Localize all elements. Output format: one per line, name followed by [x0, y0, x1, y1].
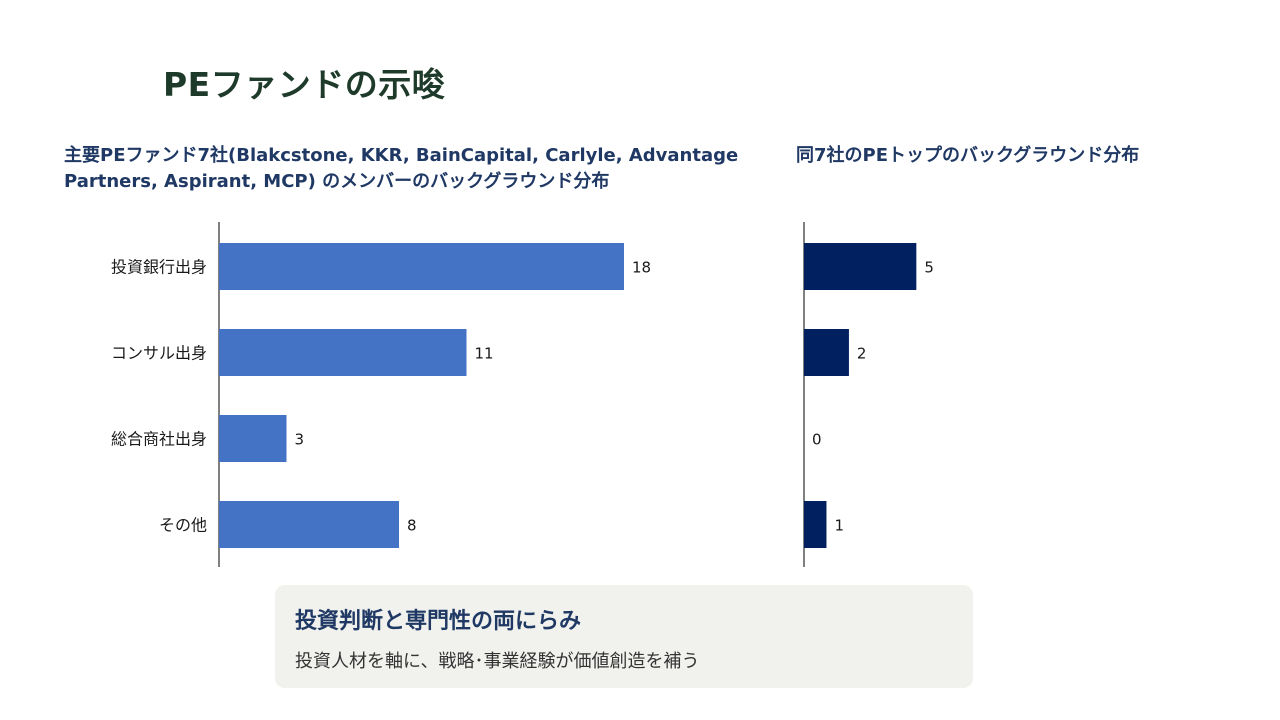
chart-0-category-label: コンサル出身 [111, 344, 207, 363]
callout-heading: 投資判断と専門性の両にらみ [295, 609, 582, 634]
chart-0-data-label: 18 [632, 259, 651, 277]
chart-1-bar [804, 243, 917, 290]
chart-1-bar [804, 329, 849, 376]
chart-0-bar [219, 501, 399, 548]
callout-body: 投資人材を軸に、戦略･事業経験が価値創造を補う [295, 651, 700, 672]
chart-1-data-label: 0 [812, 431, 822, 449]
chart-0-data-label: 3 [295, 431, 305, 449]
chart-1-bar [804, 501, 827, 548]
chart-1-data-label: 5 [924, 259, 934, 277]
chart-0-data-label: 11 [475, 345, 494, 363]
chart-0-bar [219, 329, 467, 376]
page-title: PEファンドの示唆 [163, 65, 446, 104]
insight-callout: 投資判断と専門性の両にらみ 投資人材を軸に、戦略･事業経験が価値創造を補う [275, 585, 973, 688]
chart-0-bar [219, 243, 624, 290]
chart-1-data-label: 1 [834, 517, 844, 535]
chart-0-data-label: 8 [407, 517, 417, 535]
chart-0-category-label: 総合商社出身 [111, 430, 207, 449]
chart-1-title: 主要PEファンド7社(Blakcstone, KKR, BainCapital,… [64, 145, 739, 192]
chart-0-bar [219, 415, 287, 462]
chart-2-title: 同7社のPEトップのバックグラウンド分布 [796, 145, 1140, 166]
chart-1-data-label: 2 [857, 345, 867, 363]
chart-0-category-label: その他 [159, 516, 207, 535]
chart-0-category-label: 投資銀行出身 [111, 258, 207, 277]
